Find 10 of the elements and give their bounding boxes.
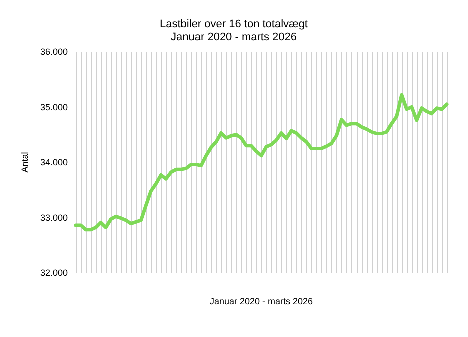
y-tick-label: 32.000 <box>40 268 68 278</box>
chart-title: Lastbiler over 16 ton totalvægt <box>160 18 308 30</box>
y-tick-label: 34.000 <box>40 158 68 168</box>
y-axis-title: Antal <box>20 152 30 173</box>
y-tick-label: 36.000 <box>40 47 68 57</box>
line-series <box>74 93 449 232</box>
chart-subtitle: Januar 2020 - marts 2026 <box>171 32 297 44</box>
x-axis-title: Januar 2020 - marts 2026 <box>210 296 314 306</box>
y-tick-label: 35.000 <box>40 102 68 112</box>
y-tick-label: 33.000 <box>40 212 68 223</box>
